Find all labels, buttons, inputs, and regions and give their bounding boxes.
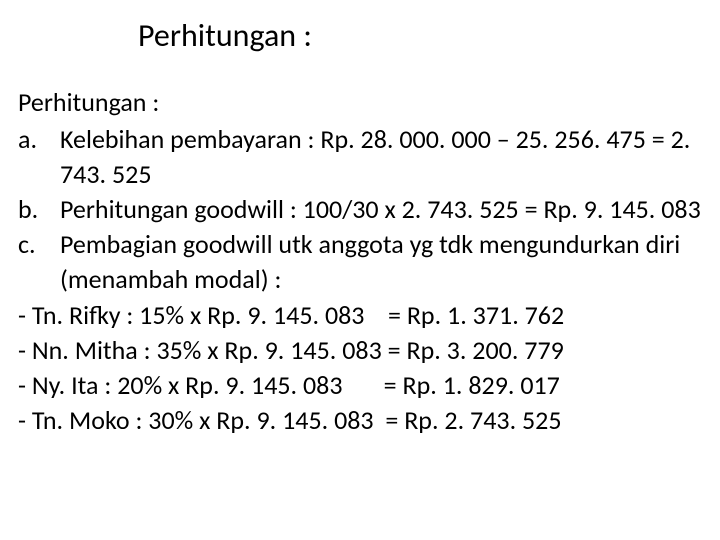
dash-item-2: - Nn. Mitha : 35% x Rp. 9. 145. 083 = Rp…: [18, 333, 702, 368]
list-item-b: b. Perhitungan goodwill : 100/30 x 2. 74…: [18, 192, 702, 227]
content-body: Perhitungan : a. Kelebihan pembayaran : …: [18, 85, 702, 438]
list-marker-a: a.: [18, 122, 60, 192]
list-marker-b: b.: [18, 192, 60, 227]
list-text-a: Kelebihan pembayaran : Rp. 28. 000. 000 …: [60, 122, 702, 192]
list-text-b: Perhitungan goodwill : 100/30 x 2. 743. …: [60, 192, 702, 227]
dash-item-1: - Tn. Rifky : 15% x Rp. 9. 145. 083 = Rp…: [18, 298, 702, 333]
dash-item-3: - Ny. Ita : 20% x Rp. 9. 145. 083 = Rp. …: [18, 368, 702, 403]
list-text-c: Pembagian goodwill utk anggota yg tdk me…: [60, 227, 702, 297]
list-marker-c: c.: [18, 227, 60, 297]
title-wrapper: Perhitungan :: [18, 10, 702, 85]
list-item-c: c. Pembagian goodwill utk anggota yg tdk…: [18, 227, 702, 297]
slide-title: Perhitungan :: [138, 16, 312, 55]
list-item-a: a. Kelebihan pembayaran : Rp. 28. 000. 0…: [18, 122, 702, 192]
slide-container: Perhitungan : Perhitungan : a. Kelebihan…: [0, 0, 720, 448]
sub-heading: Perhitungan :: [18, 85, 702, 120]
dash-item-4: - Tn. Moko : 30% x Rp. 9. 145. 083 = Rp.…: [18, 403, 702, 438]
